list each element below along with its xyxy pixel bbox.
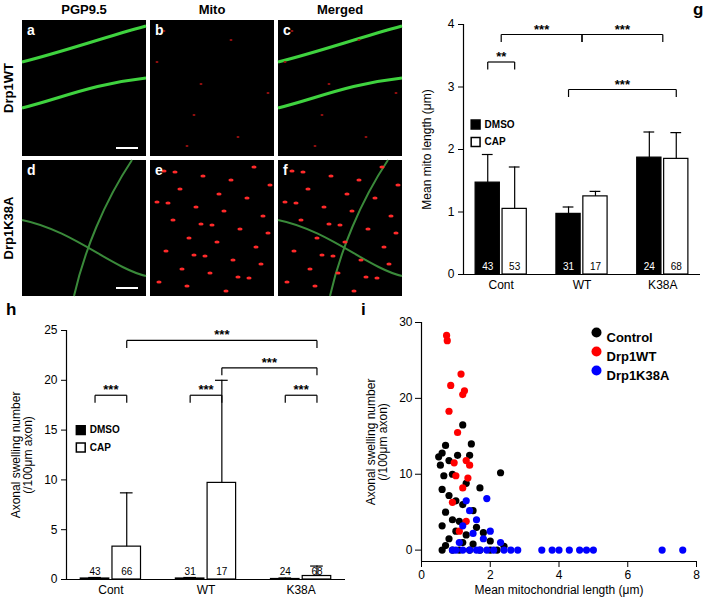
svg-text:Drp1WT: Drp1WT — [607, 349, 657, 364]
svg-text:***: *** — [615, 22, 631, 37]
svg-text:PGP9.5: PGP9.5 — [61, 2, 107, 17]
svg-text:Cont: Cont — [98, 583, 124, 597]
svg-text:Mean mito length (μm): Mean mito length (μm) — [420, 89, 434, 209]
svg-text:WT: WT — [573, 278, 592, 292]
svg-text:24: 24 — [280, 566, 292, 577]
svg-text:53: 53 — [509, 261, 521, 272]
svg-text:5: 5 — [51, 523, 58, 537]
html-text:g: g — [693, 0, 704, 19]
svg-text:43: 43 — [482, 261, 494, 272]
svg-text:Axonal swelling number(/100μm: Axonal swelling number(/100μm axon) — [9, 392, 35, 519]
svg-text:Mito: Mito — [199, 2, 226, 17]
svg-text:Cont: Cont — [489, 278, 515, 292]
svg-text:K38A: K38A — [648, 278, 677, 292]
svg-text:f: f — [283, 162, 288, 178]
svg-text:***: *** — [103, 382, 119, 397]
svg-text:30: 30 — [399, 315, 413, 329]
svg-text:0: 0 — [418, 568, 425, 582]
svg-text:***: *** — [294, 382, 310, 397]
svg-text:68: 68 — [671, 261, 683, 272]
svg-text:***: *** — [262, 355, 278, 370]
svg-text:4: 4 — [556, 568, 563, 582]
svg-text:24: 24 — [644, 261, 656, 272]
svg-text:2: 2 — [448, 142, 455, 156]
svg-text:0: 0 — [406, 543, 413, 557]
svg-text:DMSO: DMSO — [485, 119, 515, 130]
svg-text:17: 17 — [590, 261, 602, 272]
svg-text:**: ** — [496, 49, 507, 64]
svg-text:8: 8 — [693, 568, 700, 582]
svg-text:Merged: Merged — [317, 2, 363, 17]
svg-text:10: 10 — [399, 467, 413, 481]
html-text:i: i — [361, 300, 366, 319]
svg-text:68: 68 — [311, 566, 323, 577]
html-text:h: h — [6, 300, 17, 319]
svg-text:20: 20 — [399, 391, 413, 405]
svg-text:***: *** — [198, 382, 214, 397]
svg-text:***: *** — [615, 77, 631, 92]
svg-text:e: e — [155, 162, 163, 178]
svg-text:15: 15 — [44, 423, 58, 437]
svg-text:b: b — [155, 22, 164, 38]
svg-text:4: 4 — [448, 17, 455, 31]
svg-text:CAP: CAP — [90, 442, 111, 453]
svg-text:20: 20 — [44, 373, 58, 387]
svg-text:0: 0 — [51, 572, 58, 586]
svg-text:Control: Control — [607, 330, 653, 345]
svg-text:1: 1 — [448, 205, 455, 219]
svg-text:CAP: CAP — [485, 136, 506, 147]
svg-text:66: 66 — [121, 566, 133, 577]
svg-text:Mean mitochondrial length (μm): Mean mitochondrial length (μm) — [475, 583, 644, 597]
svg-text:K38A: K38A — [286, 583, 315, 597]
svg-text:Drp1K38A: Drp1K38A — [607, 368, 670, 383]
svg-text:31: 31 — [185, 566, 197, 577]
svg-text:Axonal swelling number(/100μm: Axonal swelling number(/100μm axon) — [364, 379, 390, 506]
svg-text:17: 17 — [216, 566, 228, 577]
svg-text:31: 31 — [563, 261, 575, 272]
svg-text:25: 25 — [44, 323, 58, 337]
svg-text:6: 6 — [624, 568, 631, 582]
svg-text:0: 0 — [448, 267, 455, 281]
svg-text:***: *** — [534, 22, 550, 37]
svg-text:10: 10 — [44, 473, 58, 487]
svg-text:c: c — [283, 22, 291, 38]
svg-text:43: 43 — [89, 566, 101, 577]
svg-text:***: *** — [214, 327, 230, 342]
svg-text:Drp1WT: Drp1WT — [1, 63, 16, 113]
svg-text:3: 3 — [448, 80, 455, 94]
svg-text:2: 2 — [487, 568, 494, 582]
svg-text:a: a — [27, 22, 35, 38]
svg-text:DMSO: DMSO — [90, 424, 120, 435]
svg-text:d: d — [27, 162, 36, 178]
svg-text:WT: WT — [197, 583, 216, 597]
svg-text:Drp1K38A: Drp1K38A — [1, 196, 16, 259]
